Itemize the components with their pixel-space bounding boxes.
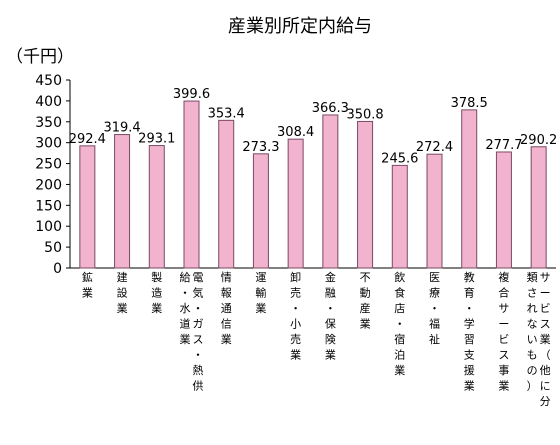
x-tick-label: 運輸業 (255, 271, 266, 315)
y-tick-label: 150 (35, 198, 62, 214)
bar (530, 146, 547, 269)
data-label: 319.4 (103, 121, 140, 136)
y-tick-label: 350 (35, 115, 62, 131)
bar (357, 120, 374, 269)
data-label: 272.4 (416, 140, 453, 155)
bar (79, 145, 96, 269)
category-labels: 鉱業 建設業 製造業 電気・ガス・熱供給・水道業 情報通信業 運輸業 卸売・小売業 金融・保険… (82, 270, 551, 408)
y-tick-label: 250 (35, 157, 62, 173)
x-tick-label: 鉱業 (82, 270, 93, 300)
data-label: 245.6 (381, 151, 418, 166)
y-tick-label: 100 (35, 219, 62, 235)
x-tick-label: 製造業 (151, 270, 162, 315)
x-tick-label: 医療・福祉 (429, 271, 440, 346)
x-tick-label: 金融・保険業 (325, 270, 336, 362)
data-label: 366.3 (312, 101, 349, 116)
x-tick-label: 卸売・小売業 (290, 270, 301, 362)
x-tick-label: 情報通信業 (221, 271, 232, 346)
data-label: 378.5 (451, 96, 488, 111)
data-label: 273.3 (242, 140, 279, 155)
x-tick-label: 類されないもの） (527, 271, 538, 393)
x-tick-label: 教育・学習支援業 (464, 271, 475, 393)
x-tick-label: 不動産業 (360, 271, 371, 331)
bar (495, 151, 512, 269)
bars (79, 100, 547, 269)
x-tick-label: サービス業（他に分 (540, 271, 551, 408)
data-label: 290.2 (520, 133, 557, 148)
x-tick-label: 給・水道業 (180, 270, 191, 346)
data-label: 308.4 (277, 125, 314, 140)
bar (148, 145, 165, 269)
x-tick-label: 電気・ガス・熱供 (193, 271, 204, 393)
y-tick-label: 50 (44, 240, 62, 256)
bar (391, 164, 408, 269)
bar (287, 138, 304, 269)
bar (183, 100, 200, 269)
data-label: 277.7 (485, 138, 522, 153)
axes: 0 50 100 150 200 250 300 350 400 450 (35, 73, 556, 277)
bar (114, 134, 131, 269)
chart-title: 産業別所定内給与 (228, 16, 372, 37)
y-axis-label: （千円） (6, 47, 74, 67)
bar (461, 109, 478, 269)
x-tick-label: 複合サービス事業 (498, 270, 509, 393)
x-tick-label: 建設業 (117, 270, 128, 315)
y-tick-label: 400 (35, 94, 62, 110)
x-tick-label: 飲食店・宿泊業 (394, 270, 405, 377)
data-label: 350.8 (346, 107, 383, 122)
data-label: 353.4 (208, 106, 245, 121)
y-tick-label: 300 (35, 136, 62, 152)
y-tick-label: 200 (35, 177, 62, 193)
y-tick-label: 0 (53, 261, 62, 277)
data-label: 293.1 (138, 132, 175, 147)
data-label: 399.6 (173, 87, 210, 102)
bar (426, 153, 443, 269)
bar (252, 153, 269, 269)
y-tick-label: 450 (35, 73, 62, 89)
bar (218, 119, 235, 269)
data-label: 292.4 (69, 132, 106, 147)
bar (322, 114, 339, 269)
